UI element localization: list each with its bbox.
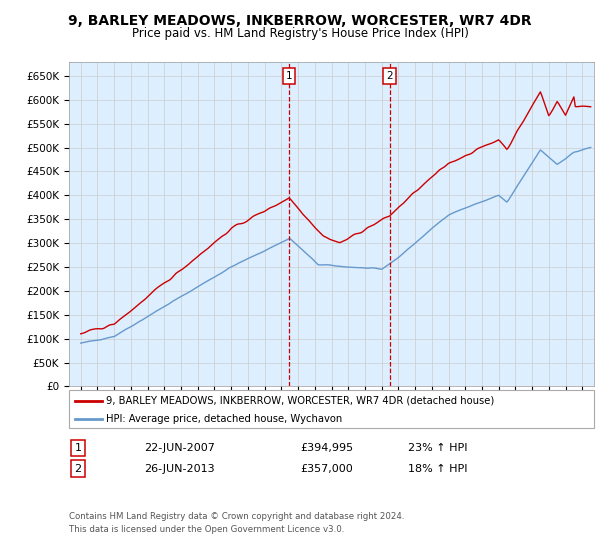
- Text: 26-JUN-2013: 26-JUN-2013: [144, 464, 215, 474]
- Text: 22-JUN-2007: 22-JUN-2007: [144, 443, 215, 453]
- Text: 1: 1: [286, 71, 293, 81]
- Text: £394,995: £394,995: [300, 443, 353, 453]
- Text: 9, BARLEY MEADOWS, INKBERROW, WORCESTER, WR7 4DR (detached house): 9, BARLEY MEADOWS, INKBERROW, WORCESTER,…: [106, 396, 494, 406]
- Text: 23% ↑ HPI: 23% ↑ HPI: [408, 443, 467, 453]
- Text: Contains HM Land Registry data © Crown copyright and database right 2024.
This d: Contains HM Land Registry data © Crown c…: [69, 512, 404, 534]
- Text: Price paid vs. HM Land Registry's House Price Index (HPI): Price paid vs. HM Land Registry's House …: [131, 27, 469, 40]
- Text: 1: 1: [74, 443, 82, 453]
- Text: 2: 2: [386, 71, 393, 81]
- Text: 9, BARLEY MEADOWS, INKBERROW, WORCESTER, WR7 4DR: 9, BARLEY MEADOWS, INKBERROW, WORCESTER,…: [68, 14, 532, 28]
- Text: 18% ↑ HPI: 18% ↑ HPI: [408, 464, 467, 474]
- Text: £357,000: £357,000: [300, 464, 353, 474]
- Text: HPI: Average price, detached house, Wychavon: HPI: Average price, detached house, Wych…: [106, 414, 343, 424]
- Text: 2: 2: [74, 464, 82, 474]
